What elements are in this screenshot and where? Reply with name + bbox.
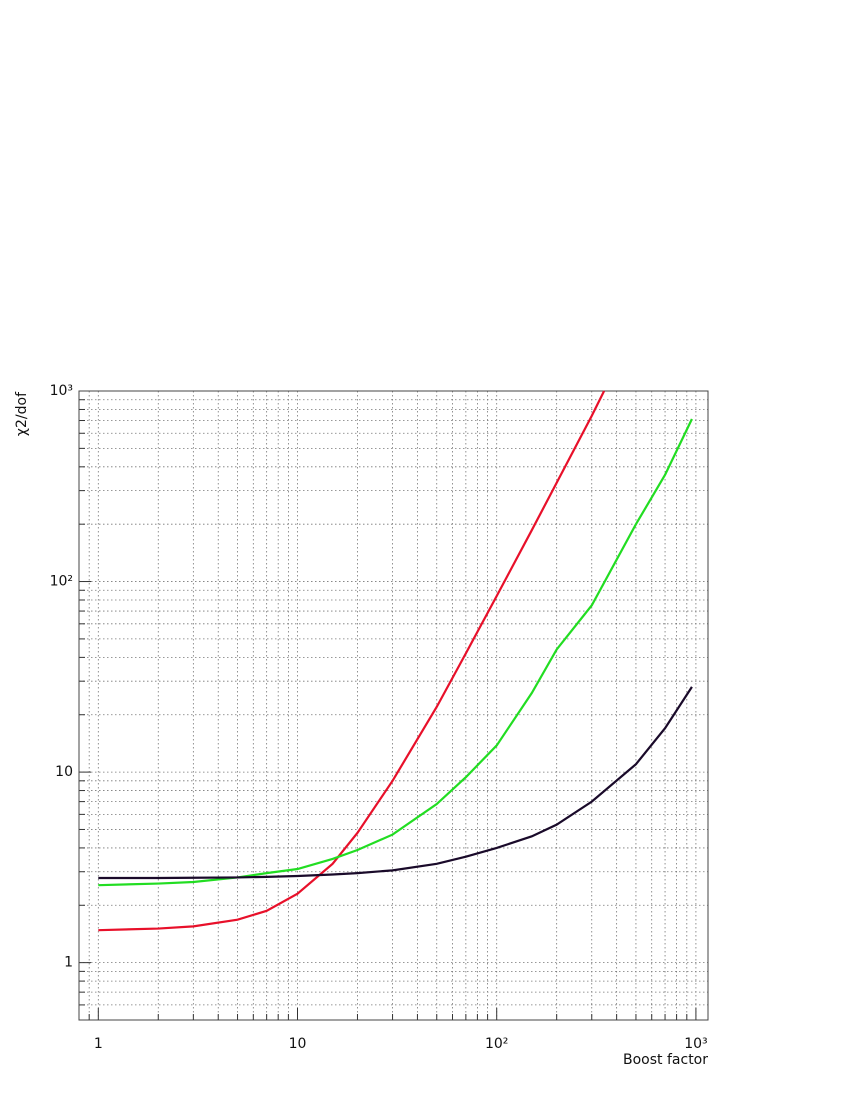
y-axis-title: χ2/dof bbox=[14, 391, 30, 436]
x-tick-label: 10³ bbox=[684, 1036, 707, 1052]
y-tick-label: 10² bbox=[50, 574, 73, 590]
x-tick-label: 10 bbox=[289, 1036, 307, 1052]
x-axis-title: Boost factor bbox=[623, 1052, 708, 1068]
y-tick-label: 1 bbox=[64, 955, 73, 971]
x-tick-label: 1 bbox=[94, 1036, 103, 1052]
data-line bbox=[98, 390, 606, 932]
data-line bbox=[98, 418, 693, 887]
data-line bbox=[98, 686, 693, 880]
y-tick-label: 10³ bbox=[50, 383, 73, 399]
y-tick-label: 10 bbox=[55, 764, 73, 780]
plot-frame bbox=[78, 390, 709, 1021]
x-tick-label: 10² bbox=[485, 1036, 508, 1052]
